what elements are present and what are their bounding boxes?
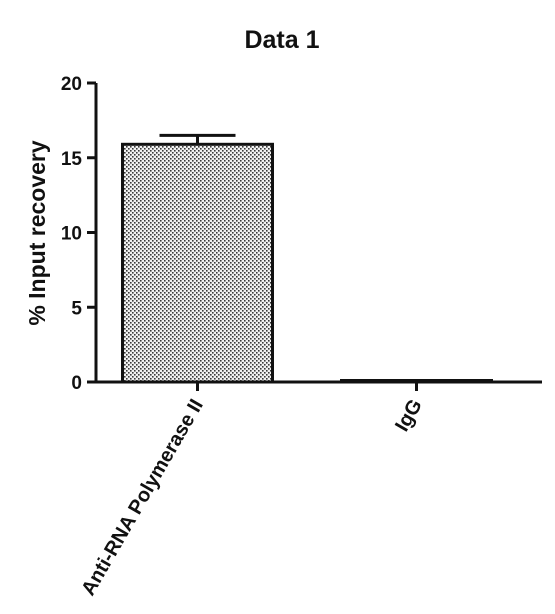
y-tick-label: 10 (61, 224, 82, 245)
bar (121, 142, 274, 384)
y-axis-label: % Input recovery (24, 140, 50, 326)
y-axis: 0 5 10 15 20 (61, 74, 98, 394)
x-category-label: IgG (391, 396, 427, 436)
x-category-label: Anti-RNA Polymerase II (77, 396, 207, 600)
error-bars (159, 133, 236, 145)
chart-title: Data 1 (244, 26, 319, 54)
y-tick-label: 5 (71, 298, 82, 319)
bars (121, 142, 493, 384)
category-labels: Anti-RNA Polymerase II IgG (77, 396, 426, 600)
y-tick-label: 0 (71, 373, 82, 394)
y-tick-label: 20 (61, 74, 82, 95)
bar (340, 379, 493, 384)
y-tick-label: 15 (61, 149, 83, 170)
